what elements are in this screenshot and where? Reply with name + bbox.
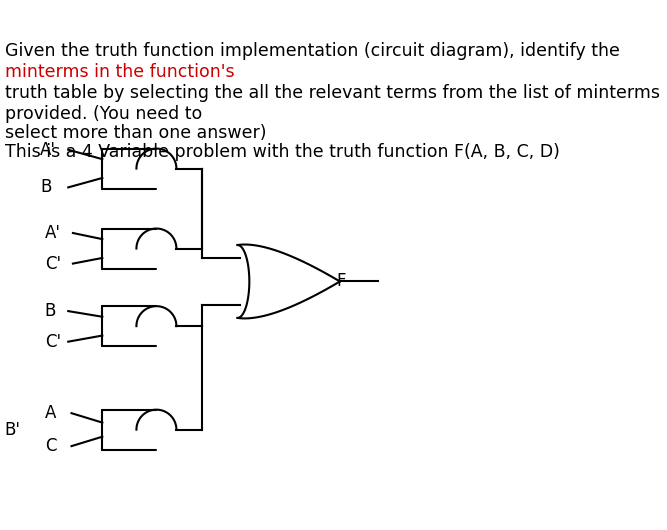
Text: This is a 4 Variable problem with the truth function F(A, B, C, D): This is a 4 Variable problem with the tr… xyxy=(5,143,560,161)
Text: minterms in the function's: minterms in the function's xyxy=(5,63,234,81)
Text: A: A xyxy=(45,404,56,422)
Text: F: F xyxy=(336,272,346,290)
Text: C: C xyxy=(45,437,56,455)
Text: A': A' xyxy=(45,224,61,242)
Text: truth table by selecting the all the relevant terms from the list of minterms: truth table by selecting the all the rel… xyxy=(5,84,660,102)
Text: B': B' xyxy=(5,421,21,439)
Text: B: B xyxy=(45,302,56,320)
Text: select more than one answer): select more than one answer) xyxy=(5,124,266,142)
Text: B: B xyxy=(40,179,51,197)
Text: C': C' xyxy=(45,254,61,272)
Text: A': A' xyxy=(40,141,56,159)
Text: Given the truth function implementation (circuit diagram), identify the: Given the truth function implementation … xyxy=(5,41,620,59)
Text: provided. (You need to: provided. (You need to xyxy=(5,105,202,123)
Text: C': C' xyxy=(45,333,61,351)
